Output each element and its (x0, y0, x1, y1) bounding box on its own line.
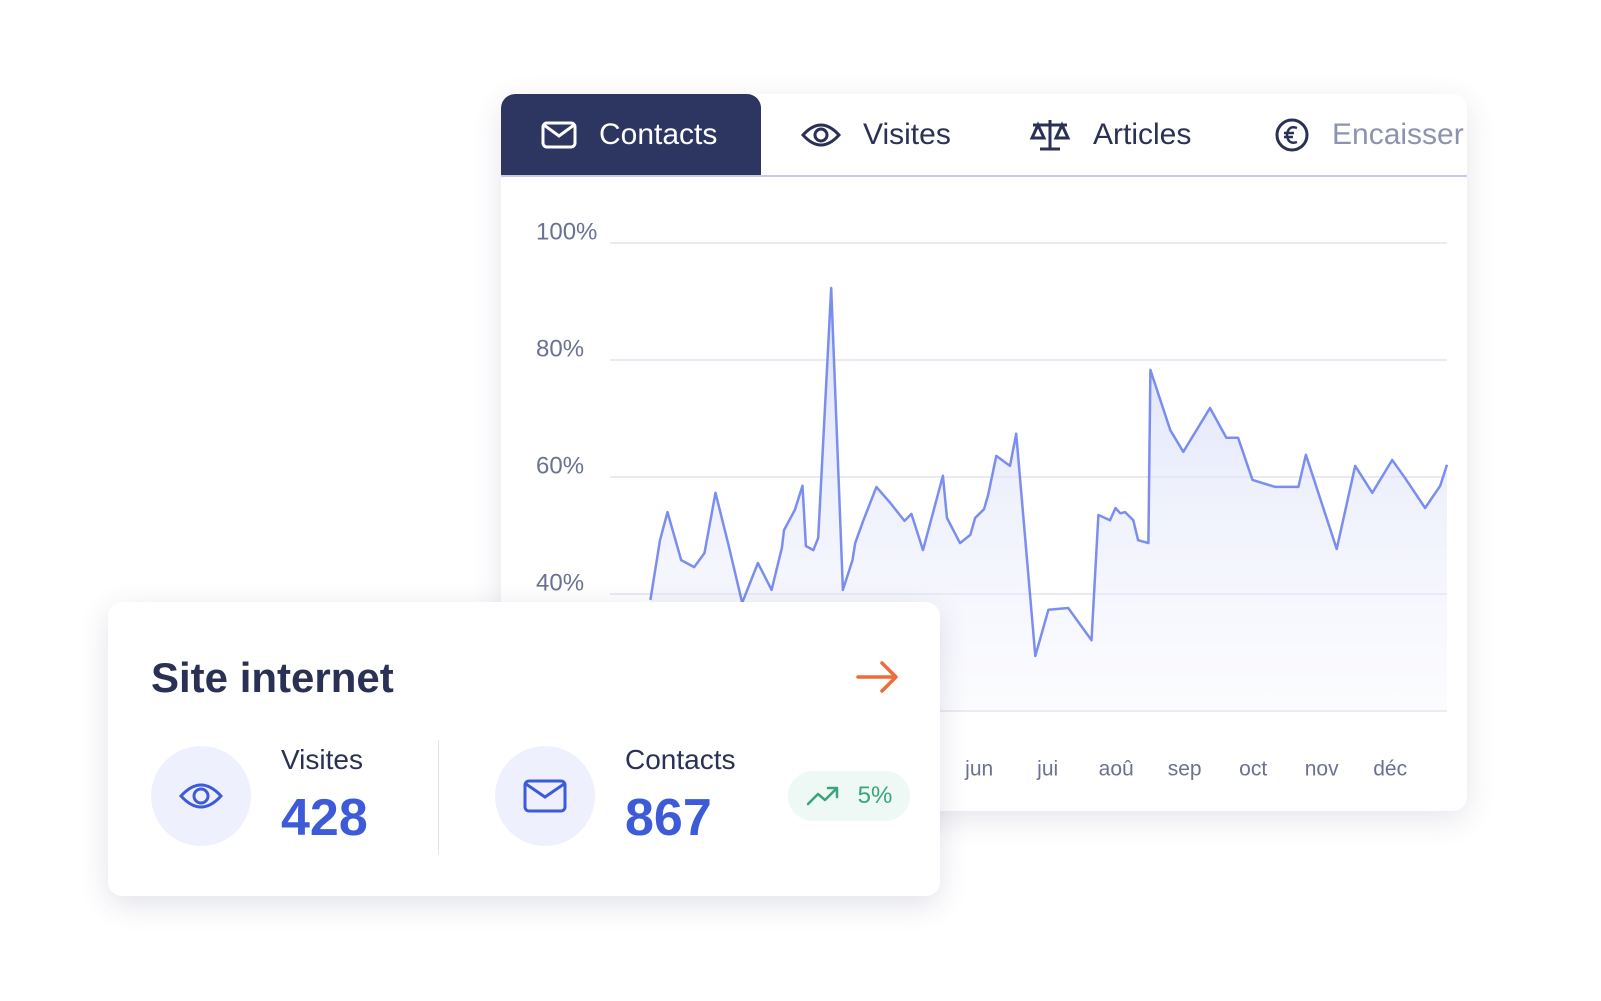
stat-value: 867 (625, 789, 712, 847)
x-tick-label: jui (1036, 758, 1058, 781)
tab-bar: Contacts Visites Articles Encaisser (501, 94, 1467, 177)
mail-icon (541, 121, 577, 148)
stat-value: 428 (281, 789, 368, 847)
tab-label: Articles (1093, 117, 1192, 151)
eye-icon (801, 123, 841, 146)
card-title: Site internet (151, 654, 394, 701)
eye-icon (179, 783, 223, 809)
mail-icon (523, 779, 567, 813)
y-tick-label: 60% (536, 452, 584, 479)
y-tick-label: 40% (536, 569, 584, 596)
tab-label: Encaisser (1332, 117, 1464, 151)
tab[interactable]: Contacts (501, 94, 761, 175)
tab-label: Visites (863, 117, 951, 151)
stat-label: Visites (281, 744, 363, 775)
trend-badge: 5% (788, 771, 910, 821)
x-tick-label: oct (1239, 758, 1267, 781)
x-tick-label: nov (1305, 758, 1339, 781)
divider (438, 740, 439, 854)
trend-icon (806, 786, 838, 806)
tab[interactable]: Visites (801, 94, 951, 175)
trend-value: 5% (857, 782, 893, 809)
tab-label: Contacts (599, 117, 718, 151)
icon-circle (151, 746, 251, 846)
euro-icon (1275, 118, 1309, 151)
tab[interactable]: Encaisser (1274, 94, 1464, 175)
icon-circle (495, 746, 595, 846)
arrow-link[interactable] (856, 660, 900, 694)
y-tick-label: 100% (536, 218, 597, 245)
line (649, 286, 1449, 658)
x-tick-label: déc (1373, 758, 1407, 781)
x-tick-label: sep (1168, 758, 1202, 781)
tab[interactable]: Articles (1029, 94, 1191, 175)
x-tick-label: aoû (1099, 758, 1134, 781)
y-tick-label: 80% (536, 335, 584, 362)
scale-icon (1029, 119, 1071, 150)
site-card: Site internet Visites 428 Contacts 867 5… (108, 602, 940, 896)
stat-label: Contacts (625, 744, 736, 775)
x-tick-label: jun (964, 758, 993, 781)
